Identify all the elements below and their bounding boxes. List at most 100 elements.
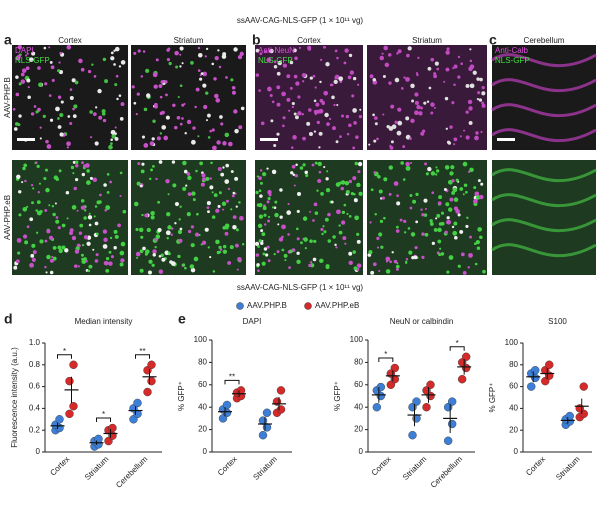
- nucleus: [400, 86, 404, 90]
- nucleus: [467, 266, 470, 269]
- nucleus: [446, 220, 450, 224]
- nucleus: [474, 135, 479, 141]
- nucleus: [80, 253, 84, 257]
- nucleus: [435, 166, 438, 169]
- nucleus: [49, 118, 54, 122]
- nucleus: [106, 173, 110, 176]
- nucleus: [69, 231, 74, 236]
- y-tick-label: 0: [203, 447, 208, 456]
- nucleus: [274, 212, 279, 218]
- nucleus: [385, 256, 391, 262]
- nucleus: [109, 180, 113, 184]
- nucleus: [399, 218, 403, 222]
- y-tick-label: 40: [198, 402, 207, 411]
- nucleus: [444, 230, 448, 234]
- nucleus: [358, 191, 363, 196]
- nucleus: [20, 72, 25, 77]
- nucleus: [120, 102, 125, 107]
- y-tick-label: 0.8: [29, 360, 41, 369]
- nucleus: [297, 111, 302, 116]
- nucleus: [278, 237, 284, 242]
- panel-letter: b: [252, 32, 261, 48]
- data-point: [55, 415, 64, 424]
- nucleus: [273, 252, 276, 256]
- nucleus: [282, 116, 286, 120]
- nucleus: [18, 82, 22, 86]
- nucleus: [185, 184, 188, 187]
- y-tick-label: 100: [350, 335, 364, 344]
- nucleus: [232, 191, 236, 195]
- nucleus: [222, 244, 227, 249]
- nucleus: [395, 229, 400, 233]
- nucleus: [420, 106, 424, 110]
- nucleus: [459, 135, 462, 138]
- nucleus: [51, 255, 54, 258]
- nucleus: [44, 265, 47, 269]
- nucleus: [474, 242, 477, 246]
- nucleus: [394, 120, 398, 124]
- nucleus: [158, 269, 164, 274]
- nucleus: [468, 252, 473, 258]
- nucleus: [476, 98, 480, 101]
- nucleus: [113, 49, 116, 52]
- nucleus: [152, 119, 156, 123]
- nucleus: [354, 215, 360, 221]
- nucleus: [181, 62, 184, 65]
- nucleus: [87, 215, 93, 220]
- nucleus: [200, 182, 205, 187]
- channel-label: DAPI: [15, 46, 34, 55]
- nucleus: [79, 223, 84, 228]
- nucleus: [225, 163, 230, 168]
- nucleus: [155, 177, 158, 181]
- y-tick-label: 40: [509, 404, 518, 413]
- y-tick-label: 100: [505, 338, 519, 347]
- nucleus: [87, 269, 91, 273]
- nucleus: [410, 118, 415, 124]
- data-point: [408, 431, 417, 440]
- nucleus: [423, 198, 428, 203]
- nucleus: [287, 202, 290, 206]
- nucleus: [89, 110, 93, 114]
- nucleus: [80, 199, 85, 203]
- nucleus: [255, 190, 259, 195]
- nucleus: [405, 77, 410, 82]
- nucleus: [279, 188, 283, 192]
- nucleus: [137, 49, 141, 53]
- nucleus: [481, 86, 485, 90]
- nucleus: [376, 246, 380, 249]
- scale-bar: [260, 138, 278, 141]
- nucleus: [220, 172, 225, 177]
- nucleus: [140, 235, 144, 239]
- nucleus: [440, 252, 445, 256]
- nucleus: [13, 265, 18, 270]
- nucleus: [303, 237, 308, 242]
- nucleus: [81, 259, 87, 264]
- nucleus: [44, 209, 48, 212]
- nucleus: [184, 131, 187, 135]
- nucleus: [333, 103, 336, 107]
- nucleus: [316, 120, 320, 125]
- nucleus: [177, 254, 181, 259]
- nucleus: [71, 205, 77, 210]
- nucleus: [175, 65, 179, 69]
- nucleus: [50, 65, 55, 70]
- nucleus: [380, 245, 384, 249]
- nucleus: [260, 229, 264, 233]
- nucleus: [108, 261, 113, 266]
- y-axis-label: % GFP⁺: [488, 382, 497, 412]
- nucleus: [43, 46, 47, 50]
- nucleus: [267, 259, 271, 263]
- nucleus: [372, 113, 375, 117]
- nucleus: [257, 223, 263, 229]
- legend-swatch: [236, 302, 244, 310]
- data-point: [147, 360, 156, 369]
- nucleus: [197, 46, 201, 50]
- nucleus: [382, 113, 385, 116]
- nucleus: [402, 145, 406, 149]
- nucleus: [88, 264, 93, 269]
- nucleus: [89, 176, 93, 180]
- nucleus: [338, 181, 342, 185]
- nucleus: [325, 264, 330, 269]
- nucleus: [308, 263, 312, 268]
- nucleus: [452, 187, 458, 193]
